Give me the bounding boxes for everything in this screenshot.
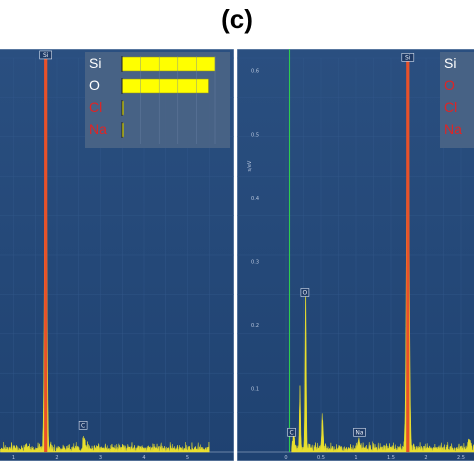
x-tick-label: 5 bbox=[186, 455, 189, 461]
peak-labels: Si C bbox=[39, 50, 88, 430]
spectrum-panel-left: 1 2 3 4 5 Si C Si O Cl Na bbox=[0, 49, 234, 461]
peak-label-box bbox=[287, 427, 296, 437]
y-axis-label: s/eV bbox=[247, 160, 253, 171]
x-tick-label: 2 bbox=[424, 455, 427, 461]
x-tick-label: 4 bbox=[142, 455, 145, 461]
x-tick-label: 1.5 bbox=[387, 455, 395, 461]
y-tick-label: 0.3 bbox=[251, 259, 259, 265]
peak-label-na: Na bbox=[353, 427, 366, 437]
peak-label-text: Na bbox=[355, 429, 363, 436]
peak-label-box bbox=[401, 53, 415, 62]
legend-item-na: Na bbox=[89, 121, 107, 137]
peak-label-text: C bbox=[289, 429, 293, 436]
legend-bar-o bbox=[121, 78, 209, 94]
peak-label-text: O bbox=[303, 289, 308, 296]
x-tick-label: 1 bbox=[354, 455, 357, 461]
legend-item-si: Si bbox=[444, 55, 456, 71]
peak-label-box bbox=[353, 427, 366, 437]
legend-item-o: O bbox=[444, 77, 455, 93]
peak-label-si: Si bbox=[401, 53, 415, 62]
x-tick-label: 3 bbox=[99, 455, 102, 461]
peak-label-si: Si bbox=[39, 50, 52, 60]
x-tick-label: 0 bbox=[284, 455, 287, 461]
peak-label-text: C bbox=[81, 422, 85, 429]
peak-label-text: Si bbox=[43, 52, 49, 59]
legend-background bbox=[440, 52, 474, 148]
peak-label-o: O bbox=[300, 288, 310, 297]
legend-item-cl: Cl bbox=[444, 99, 457, 115]
peak-label-text: Si bbox=[405, 54, 411, 61]
spectrum-area bbox=[0, 59, 210, 453]
y-tick-label: 0.4 bbox=[251, 196, 259, 202]
legend-bar-si bbox=[121, 56, 216, 72]
y-tick-label: 0.6 bbox=[251, 69, 259, 75]
x-tick-label: 0.5 bbox=[317, 455, 325, 461]
legend-item-na: Na bbox=[444, 121, 462, 137]
legend-item-o: O bbox=[89, 77, 100, 93]
legend-item-cl: Cl bbox=[89, 99, 102, 115]
peak-core bbox=[44, 58, 48, 452]
spectrum-area bbox=[291, 57, 474, 453]
peak-label-box bbox=[39, 50, 52, 60]
y-tick-label: 0.1 bbox=[251, 386, 259, 392]
x-tick-label: 1 bbox=[12, 455, 15, 461]
peak-label-c: C bbox=[287, 427, 296, 437]
peak-core bbox=[406, 58, 410, 452]
peak-labels: CONaSiCl bbox=[287, 53, 415, 437]
y-axis: 0.1 0.2 0.3 0.4 0.5 0.6 s/eV bbox=[247, 69, 259, 393]
x-tick-label: 2 bbox=[55, 455, 58, 461]
y-tick-label: 0.5 bbox=[251, 132, 259, 138]
legend-item-si: Si bbox=[89, 55, 101, 71]
element-legend: Si O Cl Na bbox=[85, 52, 230, 148]
y-tick-label: 0.2 bbox=[251, 323, 259, 329]
peak-label-box bbox=[300, 288, 310, 297]
spectrum-panel-right: 00.511.522.530.10.20.30.40.50.6s/eVCONaS… bbox=[237, 49, 474, 461]
figure-label: (c) bbox=[221, 4, 253, 34]
peak-label-box bbox=[78, 420, 88, 430]
peak-label-c: C bbox=[78, 420, 88, 430]
x-tick-label: 2.5 bbox=[457, 455, 465, 461]
element-legend: Si O Cl Na bbox=[440, 52, 474, 148]
